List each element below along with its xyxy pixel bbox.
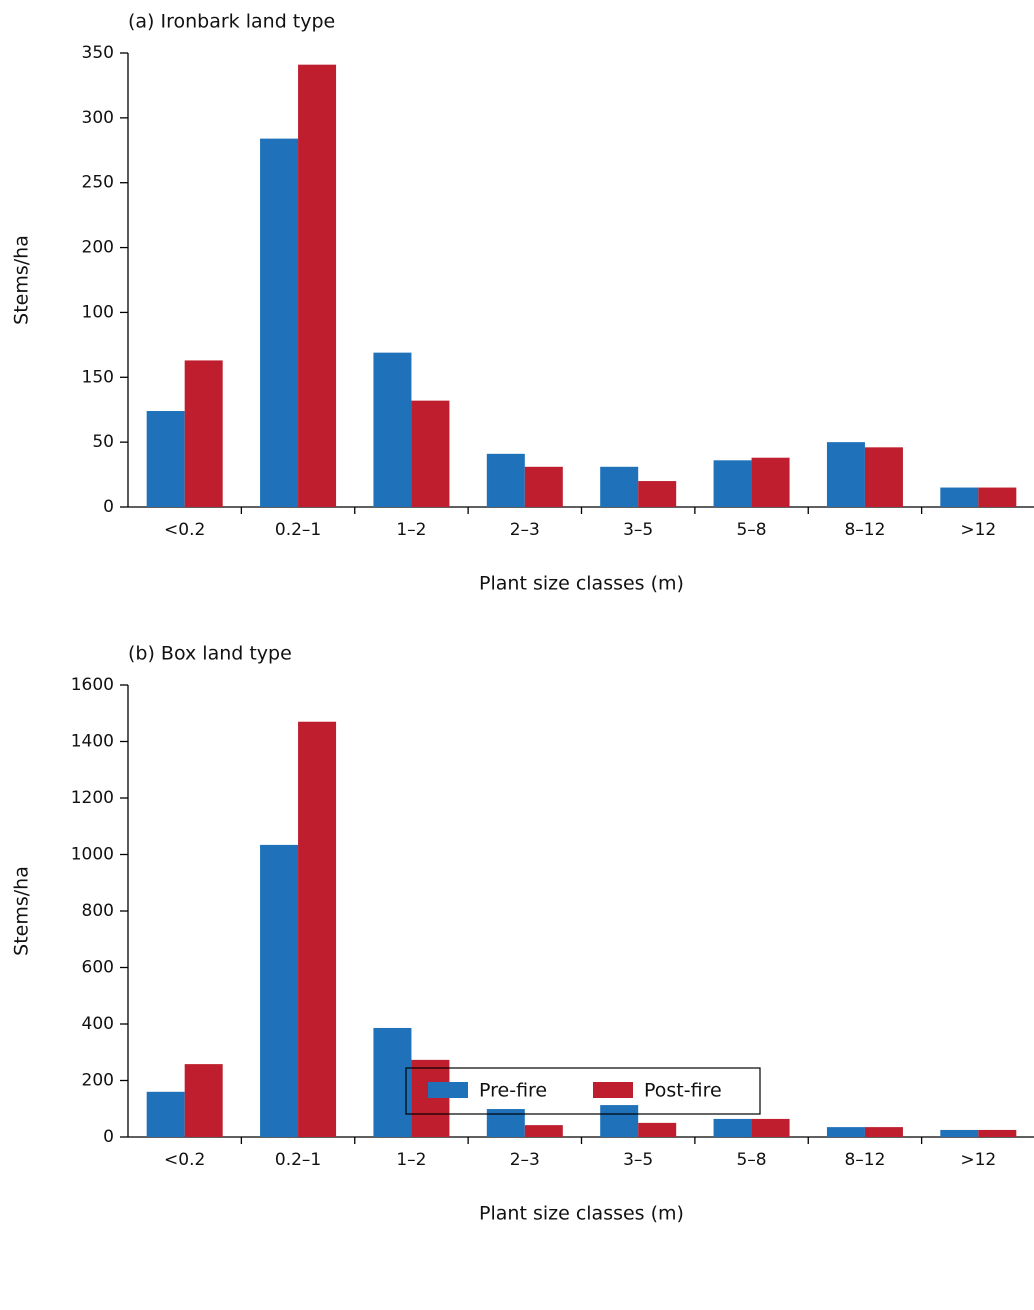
bar (524, 1125, 563, 1137)
y-tick-label: 200 (82, 1071, 114, 1091)
y-axis-label: Stems/ha (11, 235, 33, 325)
y-tick-label: 1000 (71, 845, 114, 865)
x-axis-label: Plant size classes (m) (479, 573, 684, 595)
bar (146, 411, 185, 507)
y-tick-label: 1400 (71, 732, 114, 752)
y-tick-label: 1200 (71, 788, 114, 808)
x-tick-label: 0.2–1 (275, 520, 321, 540)
y-tick-label: 100 (82, 302, 114, 322)
bar (864, 447, 903, 507)
y-tick-label: 350 (82, 43, 114, 63)
chart-title: (b) Box land type (128, 643, 292, 665)
bar (146, 1091, 185, 1137)
x-tick-label: 3–5 (623, 1150, 653, 1170)
bar (260, 138, 299, 507)
x-tick-label: 8–12 (844, 520, 885, 540)
bar (600, 466, 639, 507)
bar (373, 352, 412, 507)
bar (638, 481, 677, 507)
bar (751, 457, 790, 507)
bar (600, 1105, 639, 1137)
x-tick-label: <0.2 (164, 1150, 205, 1170)
x-tick-label: 5–8 (736, 1150, 766, 1170)
y-axis-label: Stems/ha (11, 866, 33, 956)
bar (978, 1129, 1017, 1137)
bar (486, 1109, 525, 1137)
y-tick-label: 150 (82, 367, 114, 387)
bar (486, 453, 525, 507)
y-tick-label: 250 (82, 173, 114, 193)
bar (260, 844, 299, 1137)
y-tick-label: 50 (92, 432, 114, 452)
bar (826, 1127, 865, 1137)
bar (713, 1118, 752, 1137)
bar (298, 721, 337, 1137)
y-tick-label: 0 (103, 497, 114, 517)
chart-title: (a) Ironbark land type (128, 11, 335, 33)
bar (524, 466, 563, 507)
x-tick-label: 3–5 (623, 520, 653, 540)
legend-swatch (428, 1082, 468, 1098)
bar (184, 1064, 223, 1137)
x-tick-label: 0.2–1 (275, 1150, 321, 1170)
y-tick-label: 200 (82, 238, 114, 258)
x-tick-label: <0.2 (164, 520, 205, 540)
bar (411, 1059, 450, 1137)
bar (978, 487, 1017, 507)
y-tick-label: 600 (82, 958, 114, 978)
bar (751, 1118, 790, 1137)
legend-label: Post-fire (644, 1080, 722, 1102)
y-tick-label: 800 (82, 901, 114, 921)
x-tick-label: >12 (960, 1150, 996, 1170)
y-tick-label: 400 (82, 1014, 114, 1034)
y-tick-label: 0 (103, 1127, 114, 1147)
x-tick-label: 5–8 (736, 520, 766, 540)
bar (864, 1127, 903, 1137)
bar (713, 460, 752, 507)
x-tick-label: >12 (960, 520, 996, 540)
y-tick-label: 1600 (71, 675, 114, 695)
x-tick-label: 1–2 (396, 520, 426, 540)
bar (298, 64, 337, 507)
bar (940, 487, 979, 507)
legend-swatch (593, 1082, 633, 1098)
x-tick-label: 8–12 (844, 1150, 885, 1170)
bar (373, 1027, 412, 1137)
bar (940, 1129, 979, 1137)
x-axis-label: Plant size classes (m) (479, 1203, 684, 1225)
y-tick-label: 300 (82, 108, 114, 128)
legend-label: Pre-fire (479, 1080, 547, 1102)
bar (411, 400, 450, 507)
bar (184, 360, 223, 507)
x-tick-label: 1–2 (396, 1150, 426, 1170)
bar (638, 1122, 677, 1137)
legend-box (405, 1067, 761, 1115)
x-tick-label: 2–3 (510, 520, 540, 540)
bar (826, 442, 865, 507)
x-tick-label: 2–3 (510, 1150, 540, 1170)
